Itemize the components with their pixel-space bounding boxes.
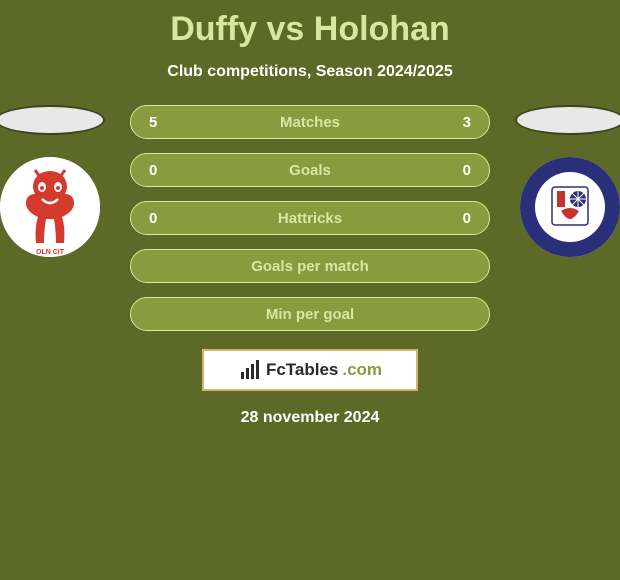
date-text: 28 november 2024	[0, 409, 620, 427]
stat-row-min-per-goal: Min per goal	[130, 297, 490, 331]
logo-brand-text: FcTables	[266, 360, 338, 380]
stat-right-value: 0	[463, 162, 471, 179]
bar-chart-icon	[238, 358, 262, 382]
comparison-area: OLN CIT CRAWLEY TOWN FC RED DEVILS	[0, 105, 620, 331]
club-crest-left: OLN CIT	[0, 157, 100, 257]
stat-right-value: 3	[463, 114, 471, 131]
stats-table: 5 Matches 3 0 Goals 0 0 Hattricks 0 Goal…	[130, 105, 490, 331]
stat-row-goals-per-match: Goals per match	[130, 249, 490, 283]
stat-left-value: 0	[149, 162, 157, 179]
stat-row-hattricks: 0 Hattricks 0	[130, 201, 490, 235]
stat-row-matches: 5 Matches 3	[130, 105, 490, 139]
svg-text:OLN CIT: OLN CIT	[36, 249, 65, 256]
lincoln-imp-icon: OLN CIT	[0, 157, 100, 257]
stat-right-value: 0	[463, 210, 471, 227]
stat-left-value: 0	[149, 210, 157, 227]
stat-label: Hattricks	[278, 210, 342, 227]
club-crest-right: CRAWLEY TOWN FC RED DEVILS	[520, 157, 620, 257]
player-left-silhouette	[0, 105, 105, 135]
stat-label: Matches	[280, 114, 340, 131]
player-right-silhouette	[515, 105, 620, 135]
stat-row-goals: 0 Goals 0	[130, 153, 490, 187]
subtitle: Club competitions, Season 2024/2025	[0, 63, 620, 81]
stat-label: Min per goal	[266, 306, 354, 323]
watermark-logo: FcTables.com	[202, 349, 418, 391]
stat-label: Goals per match	[251, 258, 369, 275]
crawley-crest-icon: CRAWLEY TOWN FC RED DEVILS	[520, 157, 620, 257]
stat-left-value: 5	[149, 114, 157, 131]
logo-suffix-text: .com	[342, 360, 382, 380]
stat-label: Goals	[289, 162, 331, 179]
player-right-column: CRAWLEY TOWN FC RED DEVILS	[510, 105, 620, 257]
page-title: Duffy vs Holohan	[0, 0, 620, 49]
player-left-column: OLN CIT	[0, 105, 110, 257]
